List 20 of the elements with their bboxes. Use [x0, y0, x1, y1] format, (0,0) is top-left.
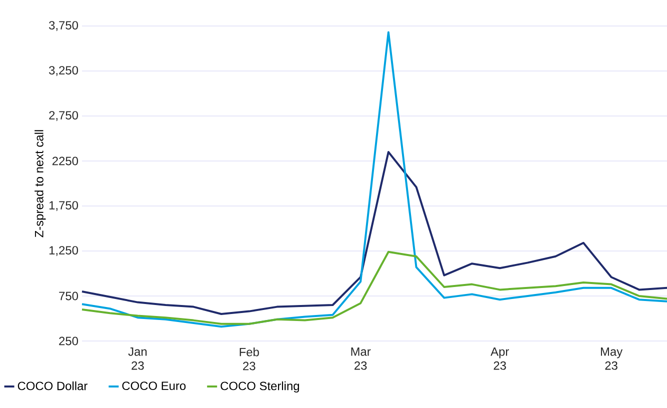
y-tick-label: 1,250: [49, 246, 78, 256]
x-tick-label: Apr 23: [490, 348, 509, 370]
line-series: [81, 151, 667, 315]
y-tick-label: 750: [59, 292, 78, 300]
x-tick-label: Mar 23: [351, 348, 371, 370]
y-axis-title: Z-spread to next call: [34, 130, 46, 238]
y-tick-label: 250: [59, 336, 78, 346]
line-series: [81, 31, 667, 328]
y-tick-label: 2,750: [49, 111, 78, 121]
x-tick-label: May 23: [600, 348, 623, 370]
legend-label: COCO Euro: [122, 382, 186, 390]
legend-label: COCO Sterling: [220, 381, 300, 393]
legend-label: COCO Dollar: [18, 381, 88, 390]
line-series: [81, 250, 667, 325]
y-tick-label: 3,750: [49, 21, 78, 31]
y-tick-label: 1,750: [49, 201, 78, 211]
x-tick-label: Jan 23: [128, 348, 147, 370]
x-tick-label: Feb 23: [240, 348, 259, 370]
y-tick-label: 3,250: [49, 66, 78, 76]
y-tick-label: 2250: [52, 156, 78, 166]
